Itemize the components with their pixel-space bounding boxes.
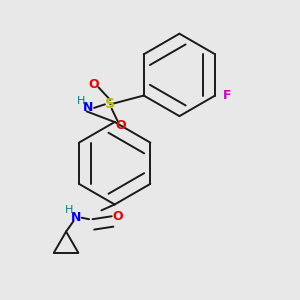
Text: O: O (112, 210, 123, 223)
Text: O: O (89, 78, 99, 91)
Text: N: N (71, 211, 82, 224)
Text: S: S (105, 98, 115, 111)
Text: N: N (82, 101, 93, 114)
Text: O: O (115, 119, 126, 132)
Text: F: F (223, 89, 231, 102)
Text: H: H (65, 206, 73, 215)
Text: H: H (76, 95, 85, 106)
